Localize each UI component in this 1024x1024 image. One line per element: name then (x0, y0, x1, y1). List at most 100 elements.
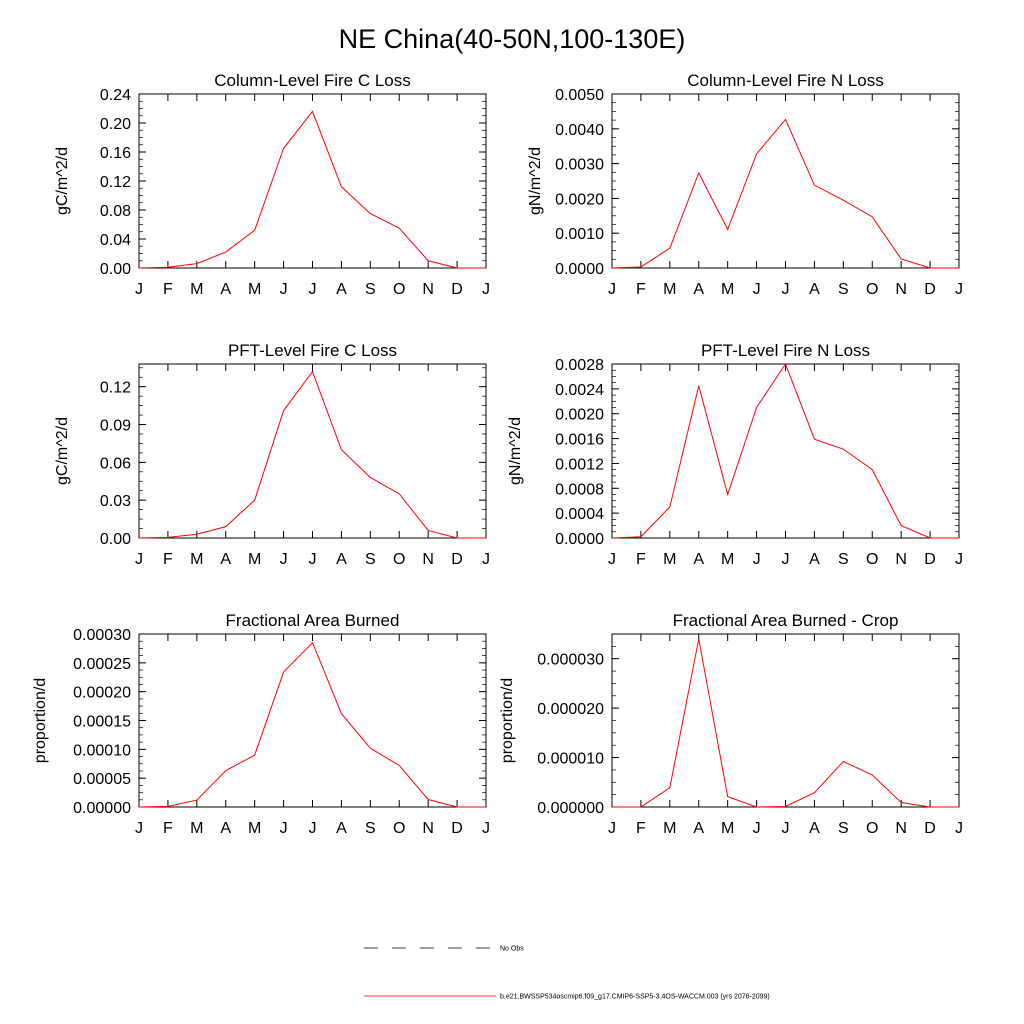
legend-label-no-obs: No Obs (500, 946, 524, 953)
x-tick-label: N (895, 551, 907, 568)
y-tick-label: 0.0028 (555, 357, 604, 374)
panel-title: Column-Level Fire N Loss (687, 71, 884, 90)
x-tick-label: J (309, 281, 317, 298)
x-tick-label: J (753, 551, 761, 568)
x-tick-label: O (866, 551, 878, 568)
y-tick-label: 0.0040 (555, 122, 604, 139)
y-tick-label: 0.0004 (555, 506, 604, 523)
x-tick-label: M (663, 820, 676, 837)
y-tick-label: 0.00025 (73, 656, 131, 673)
x-tick-label: J (482, 820, 490, 837)
y-tick-label: 0.16 (100, 145, 131, 162)
x-tick-label: J (135, 820, 143, 837)
y-tick-label: 0.0030 (555, 157, 604, 174)
x-tick-label: F (636, 820, 646, 837)
panel-title: Column-Level Fire C Loss (214, 71, 411, 90)
y-axis-label: gC/m^2/d (54, 417, 71, 485)
x-tick-label: N (422, 281, 434, 298)
chart-panel-6: Fractional Area Burned - Crop proportion/… (499, 611, 963, 837)
x-tick-label: M (248, 281, 261, 298)
panel-title: PFT-Level Fire N Loss (701, 341, 870, 360)
x-tick-label: J (782, 551, 790, 568)
y-tick-label: 0.0050 (555, 87, 604, 104)
x-tick-label: J (482, 281, 490, 298)
x-tick-label: O (393, 551, 405, 568)
x-tick-label: F (636, 281, 646, 298)
x-tick-label: O (393, 820, 405, 837)
x-tick-label: F (636, 551, 646, 568)
x-tick-label: A (809, 551, 820, 568)
y-axis-label: proportion/d (499, 678, 516, 763)
x-tick-label: J (608, 551, 616, 568)
x-tick-label: A (693, 820, 704, 837)
panel-title: PFT-Level Fire C Loss (228, 341, 397, 360)
x-tick-label: A (220, 820, 231, 837)
x-tick-label: A (220, 551, 231, 568)
x-tick-label: F (163, 281, 173, 298)
y-tick-label: 0.0000 (555, 261, 604, 278)
series-line (611, 118, 959, 269)
series-line (138, 110, 486, 269)
series-line (138, 370, 486, 539)
x-tick-label: J (753, 281, 761, 298)
x-tick-label: J (135, 281, 143, 298)
y-tick-label: 0.00020 (73, 685, 131, 702)
y-tick-label: 0.03 (100, 493, 131, 510)
y-axis-label: proportion/d (32, 678, 49, 763)
y-tick-label: 0.0024 (555, 382, 604, 399)
panel-title: Fractional Area Burned - Crop (673, 611, 899, 630)
series-line (138, 641, 486, 808)
x-tick-label: O (393, 281, 405, 298)
y-tick-label: 0.0020 (555, 191, 604, 208)
y-tick-label: 0.06 (100, 455, 131, 472)
y-tick-label: 0.000010 (537, 751, 604, 768)
y-tick-label: 0.04 (100, 232, 131, 249)
x-tick-label: J (955, 281, 963, 298)
y-tick-label: 0.0008 (555, 481, 604, 498)
x-tick-label: M (190, 820, 203, 837)
legend: No Obs b.e21.BWSSP534oscmip6.f09_g17.CMI… (364, 946, 770, 1001)
x-tick-label: N (895, 820, 907, 837)
y-axis-label: gN/m^2/d (507, 417, 524, 485)
x-tick-label: A (220, 281, 231, 298)
x-tick-label: J (135, 551, 143, 568)
series-line (612, 638, 959, 808)
x-tick-label: S (838, 551, 849, 568)
x-tick-label: D (924, 551, 936, 568)
y-tick-label: 0.12 (100, 380, 131, 397)
x-tick-label: J (608, 281, 616, 298)
y-tick-label: 0.08 (100, 203, 131, 220)
y-tick-label: 0.00 (100, 531, 131, 548)
x-tick-label: M (721, 551, 734, 568)
y-tick-label: 0.000020 (537, 701, 604, 718)
x-tick-label: F (163, 820, 173, 837)
y-tick-label: 0.0016 (555, 432, 604, 449)
y-tick-label: 0.09 (100, 418, 131, 435)
y-tick-label: 0.000030 (537, 652, 604, 669)
y-tick-label: 0.000000 (537, 800, 604, 817)
x-tick-label: M (663, 281, 676, 298)
y-tick-label: 0.24 (100, 87, 131, 104)
x-tick-label: M (190, 551, 203, 568)
x-tick-label: J (309, 551, 317, 568)
x-tick-label: O (866, 281, 878, 298)
x-tick-label: J (280, 820, 288, 837)
legend-label-model: b.e21.BWSSP534oscmip6.f09_g17.CMIP6-SSP5… (500, 994, 770, 1001)
y-tick-label: 0.20 (100, 116, 131, 133)
x-tick-label: D (924, 281, 936, 298)
y-tick-label: 0.0000 (555, 531, 604, 548)
x-tick-label: M (721, 281, 734, 298)
x-tick-label: J (482, 551, 490, 568)
y-tick-label: 0.0020 (555, 407, 604, 424)
x-tick-label: M (248, 820, 261, 837)
x-tick-label: N (895, 281, 907, 298)
x-tick-label: A (693, 551, 704, 568)
x-tick-label: M (248, 551, 261, 568)
x-tick-label: M (663, 551, 676, 568)
x-tick-label: J (309, 820, 317, 837)
